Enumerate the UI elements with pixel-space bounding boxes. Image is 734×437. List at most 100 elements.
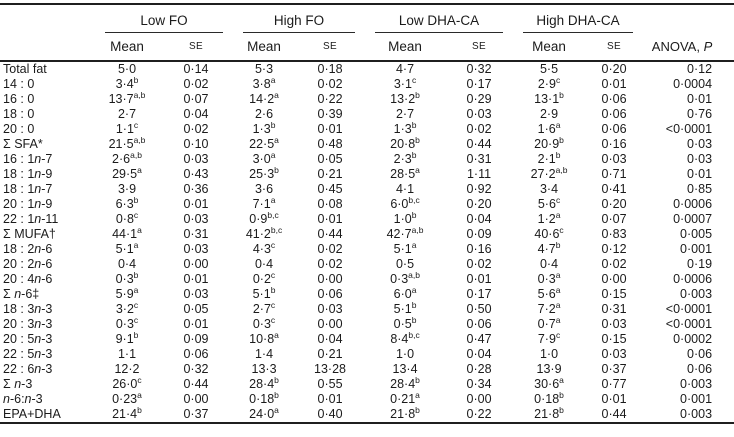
row-label: Σ MUFA† [3, 227, 56, 241]
mean-cell: 0·23a [112, 389, 142, 406]
table-row: EPA+DHA 21·4b 0·37 24·0a 0·40 21·8b 0·22 21·8b 0… [0, 404, 734, 423]
anova-p-cell: 0·01 [687, 92, 713, 106]
se-cell: 0·01 [183, 317, 209, 331]
se-cell: 0·83 [601, 227, 627, 241]
row-label: Σ n-6‡ [3, 287, 40, 301]
row-label: 16 : 1n-7 [3, 152, 53, 166]
anova-p-cell: <0·0001 [665, 302, 713, 316]
se-cell: 0·44 [601, 407, 627, 421]
se-cell: 0·31 [183, 227, 209, 241]
mean-cell: 3·6 [254, 182, 274, 196]
se-cell: 0·77 [601, 377, 627, 391]
group-header-high-fo: High FO [234, 4, 366, 33]
table-row: Σ n-3 26·0c 0·44 28·4b 0·55 28·4b 0·34 30·6a 0·7… [0, 374, 734, 392]
row-label: 20 : 2n-6 [3, 257, 53, 271]
mean-cell: 5·6c [537, 194, 561, 211]
mean-cell: 26·0c [112, 374, 142, 391]
mean-cell: 0·3c [115, 314, 139, 331]
se-cell: 0·41 [601, 182, 627, 196]
mean-cell: 30·6a [534, 374, 564, 391]
mean-cell: 7·9c [537, 329, 561, 346]
se-cell: 0·02 [466, 257, 492, 271]
table-row: 20 : 3n-3 0·3c 0·01 0·3c 0·00 0·5b 0·06 0·7a 0·0… [0, 314, 734, 332]
se-cell: 0·34 [466, 377, 492, 391]
mean-cell: 28·5a [390, 164, 420, 181]
table-row: 16 : 0 13·7a,b 0·07 14·2a 0·22 13·2b 0·29 13·1b… [0, 89, 734, 107]
mean-cell: 13·9 [536, 362, 562, 376]
se-cell: 0·00 [601, 272, 627, 286]
table-row: 18 : 0 2·7 0·04 2·6 0·39 2·7 0·03 2·9 0·06 0·76 [0, 107, 734, 122]
mean-cell: 41·2b,c [245, 224, 283, 241]
se-cell: 0·09 [183, 332, 209, 346]
row-label: 20 : 0 [3, 122, 35, 136]
se-cell: 0·01 [317, 392, 343, 406]
se-cell: 0·17 [466, 287, 492, 301]
se-cell: 0·00 [317, 317, 343, 331]
group-label: High DHA-CA [523, 13, 634, 33]
group-label: Low FO [105, 13, 224, 33]
se-cell: 0·22 [466, 407, 492, 421]
se-cell: 0·04 [183, 107, 209, 121]
anova-p-cell: 0·01 [687, 167, 713, 181]
row-label: EPA+DHA [3, 407, 61, 421]
se-cell: 0·01 [466, 272, 492, 286]
row-label: 18 : 0 [3, 107, 35, 121]
se-cell: 0·15 [601, 287, 627, 301]
mean-cell: 0·3a [537, 269, 561, 286]
mean-cell: 4·1 [395, 182, 415, 196]
mean-cell: 0·5b [393, 314, 417, 331]
se-cell: 13·28 [314, 362, 347, 376]
mean-cell: 0·3a,b [390, 269, 420, 286]
se-cell: 0·37 [183, 407, 209, 421]
mean-cell: 2·7 [117, 107, 137, 121]
se-cell: 0·50 [466, 302, 492, 316]
empty-corner-cell [0, 4, 96, 33]
row-label: Σ n-3 [3, 377, 33, 391]
table-row: 20 : 5n-3 9·1b 0·09 10·8a 0·04 8·4b,c 0·47 7·9c… [0, 329, 734, 347]
se-cell: 0·17 [466, 77, 492, 91]
se-header: SE [584, 33, 645, 62]
anova-p-cell: 0·003 [680, 377, 713, 391]
row-label: 22 : 1n-11 [3, 212, 59, 226]
table-row: Σ MUFA† 44·1a 0·31 41·2b,c 0·44 42·7a,b 0·09 40… [0, 224, 734, 242]
se-cell: 0·01 [317, 212, 343, 226]
mean-cell: 21·8b [534, 404, 564, 421]
table-row: Total fat 5·0 0·14 5·3 0·18 4·7 0·32 5·5 0·20 0·1… [0, 61, 734, 77]
table-row: 22 : 5n-3 1·1 0·06 1·4 0·21 1·0 0·04 1·0 0·03 0·0… [0, 347, 734, 362]
mean-cell: 1·1 [117, 347, 137, 361]
se-cell: 0·03 [466, 107, 492, 121]
mean-cell: 9·1b [115, 329, 139, 346]
se-cell: 0·00 [317, 272, 343, 286]
se-cell: 0·07 [183, 92, 209, 106]
se-cell: 0·06 [601, 107, 627, 121]
se-cell: 0·02 [601, 257, 627, 271]
table-row: 18 : 1n-7 3·9 0·36 3·6 0·45 4·1 0·92 3·4 0·41 0·8… [0, 182, 734, 197]
mean-cell: 0·18b [249, 389, 279, 406]
mean-cell: 1·1c [115, 119, 139, 136]
mean-cell: 6·3b [115, 194, 139, 211]
mean-cell: 4·7 [395, 62, 415, 76]
anova-p-cell: 0·85 [687, 182, 713, 196]
mean-cell: 3·8a [252, 74, 276, 91]
se-cell: 0·20 [601, 62, 627, 76]
mean-cell: 5·1b [252, 284, 276, 301]
se-cell: 0·18 [317, 62, 343, 76]
mean-cell: 13·2b [390, 89, 420, 106]
mean-cell: 7·1a [252, 194, 276, 211]
mean-cell: 0·7a [537, 314, 561, 331]
se-cell: 0·14 [183, 62, 209, 76]
table-row: 18 : 2n-6 5·1a 0·03 4·3c 0·02 5·1a 0·16 4·7b 0·1… [0, 241, 734, 257]
se-cell: 0·31 [601, 302, 627, 316]
se-cell: 0·20 [466, 197, 492, 211]
mean-cell: 24·0a [249, 404, 279, 421]
anova-p-cell: 0·03 [687, 152, 713, 166]
se-cell: 0·44 [317, 227, 343, 241]
mean-cell: 5·0 [117, 62, 137, 76]
se-cell: 0·02 [466, 122, 492, 136]
se-cell: 0·21 [317, 167, 343, 181]
subheader-row: Mean SE Mean SE Mean SE Mean SE ANOVA, P [0, 33, 734, 62]
se-cell: 0·01 [601, 392, 627, 406]
se-cell: 0·03 [183, 212, 209, 226]
mean-cell: 3·1c [393, 74, 417, 91]
se-cell: 0·15 [601, 332, 627, 346]
